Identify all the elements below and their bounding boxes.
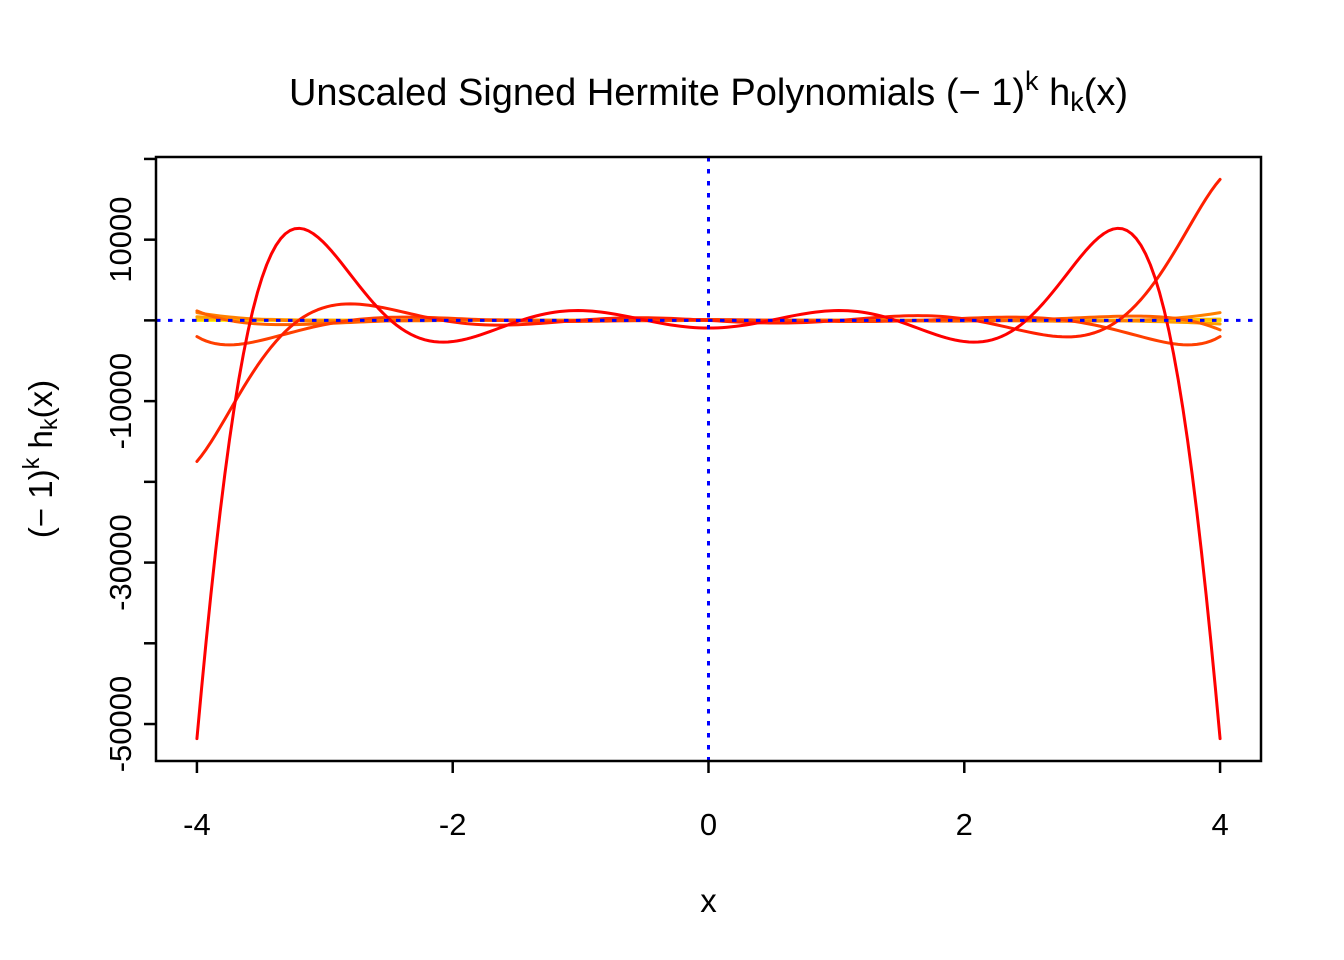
title-segment: k — [1070, 86, 1084, 117]
ylabel-segment: k — [36, 418, 63, 431]
title-segment: Unscaled Signed Hermite Polynomials — [288, 71, 946, 114]
x-tick-label: -2 — [439, 807, 467, 842]
y-tick-label: -50000 — [103, 676, 138, 773]
ylabel-segment: (x) — [21, 379, 59, 419]
y-tick-label: -30000 — [103, 514, 138, 611]
x-tick-label: -4 — [183, 807, 211, 842]
x-tick-label: 0 — [700, 807, 717, 842]
y-tick-label: 10000 — [103, 197, 138, 283]
chart-title: Unscaled Signed Hermite Polynomials (− 1… — [156, 62, 1261, 121]
x-tick-label: 2 — [956, 807, 973, 842]
x-tick-label: 4 — [1211, 807, 1228, 842]
title-segment: k — [1025, 66, 1039, 96]
x-axis-label: x — [700, 882, 717, 919]
ylabel-segment: k — [18, 457, 44, 470]
y-axis-label: (− 1)k hk(x) — [14, 380, 66, 538]
title-segment: (− 1) — [945, 71, 1026, 114]
title-segment: h — [1038, 71, 1071, 114]
ylabel-segment: h — [21, 430, 59, 458]
title-segment: (x) — [1083, 71, 1129, 114]
y-tick-label: -10000 — [103, 353, 138, 450]
ylabel-segment: (− 1) — [21, 469, 59, 539]
